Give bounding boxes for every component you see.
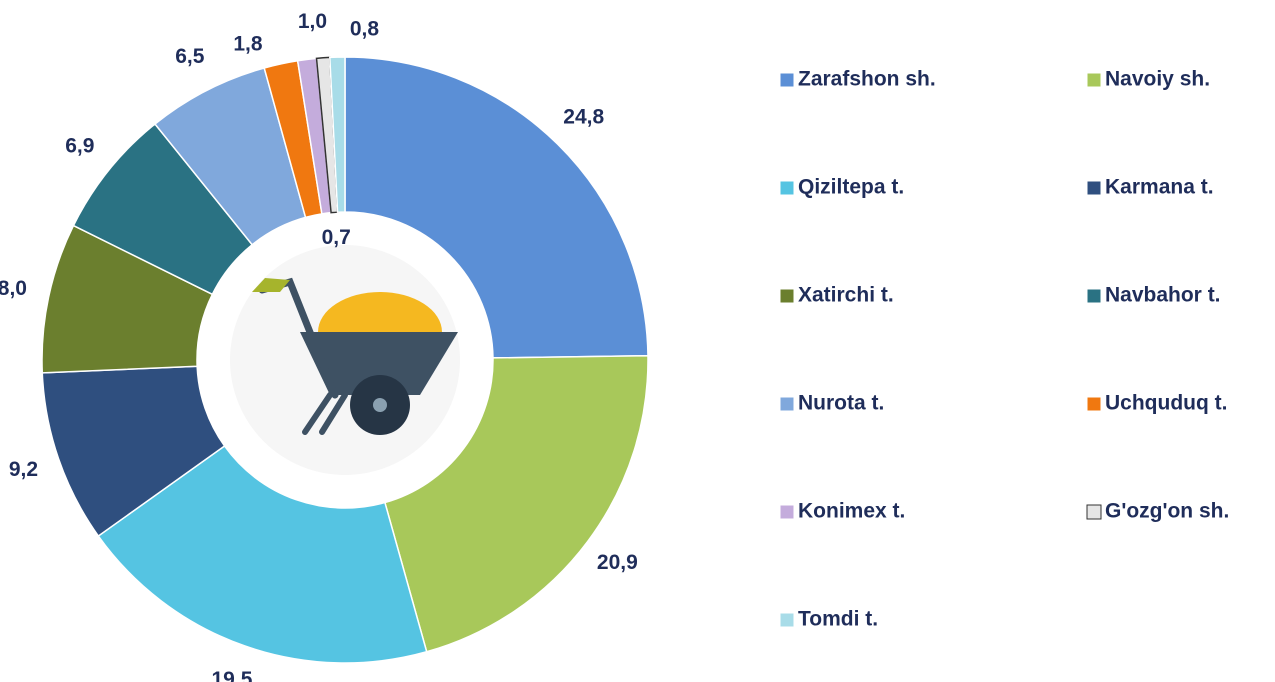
legend-label: Xatirchi t.	[798, 284, 894, 307]
legend-label: G'ozg'on sh.	[1105, 500, 1229, 523]
donut-segment	[97, 444, 428, 664]
legend-swatch	[779, 504, 795, 520]
legend-swatch	[779, 612, 795, 628]
data-label: 0,8	[350, 18, 380, 41]
legend-swatch	[779, 180, 795, 196]
legend-swatch	[779, 72, 795, 88]
legend-swatch	[779, 288, 795, 304]
data-label: 0,7	[322, 226, 351, 249]
data-label: 20,9	[597, 551, 638, 574]
legend-swatch	[779, 396, 795, 412]
legend-label: Navoiy sh.	[1105, 68, 1210, 91]
data-label: 6,5	[175, 45, 205, 68]
legend-label: Tomdi t.	[798, 608, 878, 631]
legend-label: Qiziltepa t.	[798, 176, 904, 199]
legend-swatch	[1086, 396, 1102, 412]
center-icon	[230, 245, 460, 475]
legend-swatch	[1086, 504, 1102, 520]
data-label: 9,2	[9, 458, 38, 481]
legend-label: Zarafshon sh.	[798, 68, 936, 91]
donut-segment	[383, 354, 649, 653]
legend-label: Uchquduq t.	[1105, 392, 1227, 415]
donut-segment	[329, 56, 346, 213]
legend-swatch	[1086, 288, 1102, 304]
data-label: 1,8	[233, 32, 263, 55]
data-label: 1,0	[298, 10, 327, 33]
data-label: 19,5	[212, 668, 253, 682]
legend-swatch	[1086, 180, 1102, 196]
data-label: 8,0	[0, 277, 27, 300]
legend-label: Karmana t.	[1105, 176, 1214, 199]
data-label: 24,8	[563, 105, 604, 128]
legend-label: Nurota t.	[798, 392, 884, 415]
legend-swatch	[1086, 72, 1102, 88]
data-label: 6,9	[65, 135, 94, 158]
legend-label: Navbahor t.	[1105, 284, 1221, 307]
legend-label: Konimex t.	[798, 500, 905, 523]
donut-segment	[344, 56, 649, 359]
